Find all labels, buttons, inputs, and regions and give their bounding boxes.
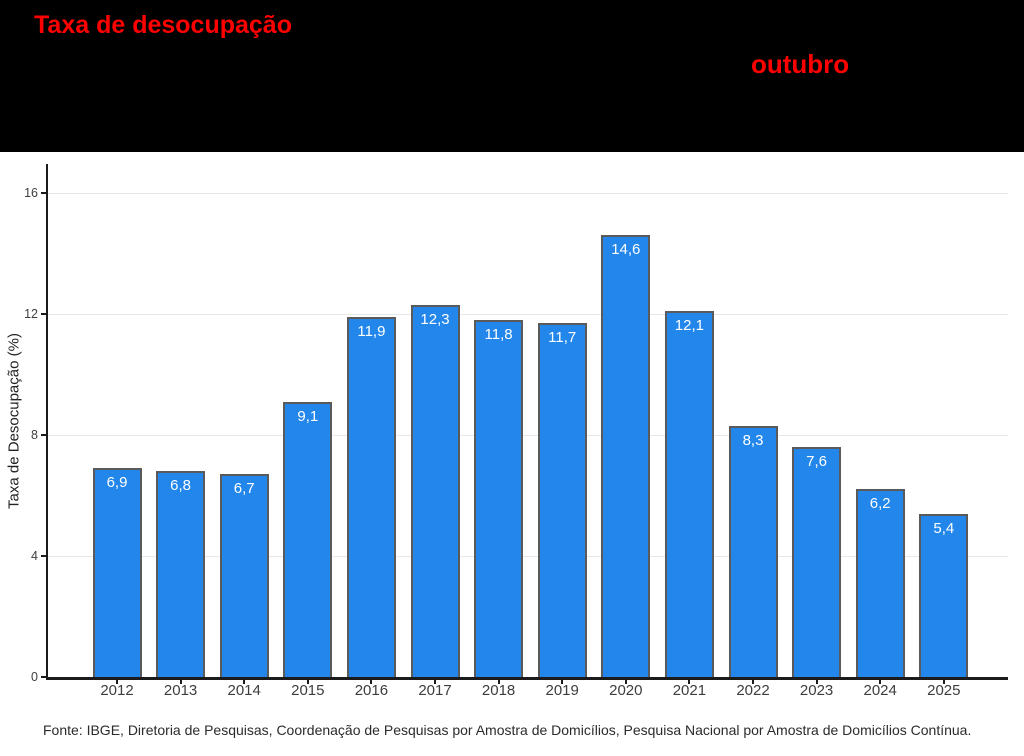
x-tick-2020	[624, 680, 627, 684]
x-tick-label-2021: 2021	[672, 682, 707, 699]
bar-value-label: 9,1	[297, 407, 319, 425]
bar-value-label: 8,3	[742, 431, 764, 449]
x-tick-label-2013: 2013	[163, 682, 198, 699]
x-tick-2025	[942, 680, 945, 684]
header-band: Taxa de desocupação outubro	[0, 0, 1024, 152]
x-tick-2022	[752, 680, 754, 684]
x-tick-label-2023: 2023	[799, 682, 834, 699]
y-tick-4	[41, 555, 46, 557]
y-tick-12	[41, 313, 46, 315]
x-tick-label-2019: 2019	[545, 682, 579, 699]
x-tick-2015	[306, 680, 309, 684]
bar-value-label: 11,8	[484, 326, 513, 344]
gridline-16	[48, 193, 1008, 194]
x-tick-2021	[688, 680, 691, 684]
y-tick-label-16: 16	[24, 186, 38, 200]
x-tick-label-2018: 2018	[481, 682, 516, 699]
y-axis-line	[46, 164, 48, 680]
bar-value-label: 6,2	[869, 495, 891, 513]
gridline-8	[48, 435, 1008, 436]
x-tick-2018	[497, 680, 500, 684]
page-title: Taxa de desocupação	[34, 11, 292, 39]
y-tick-16	[41, 192, 46, 194]
y-tick-label-0: 0	[31, 670, 38, 684]
x-tick-2014	[243, 680, 246, 684]
bar-value-label: 6,8	[170, 477, 192, 495]
bar-2024: 6,2	[855, 489, 905, 677]
x-tick-2023	[815, 680, 818, 684]
y-tick-8	[41, 434, 46, 436]
x-axis-line	[46, 677, 1008, 680]
bar-value-label: 12,3	[420, 310, 450, 328]
bar-2019: 11,7	[537, 323, 587, 677]
y-tick-label-12: 12	[24, 307, 38, 321]
x-tick-2017	[434, 680, 436, 684]
bar-2025: 5,4	[919, 513, 969, 677]
x-tick-2016	[370, 680, 373, 684]
bar-chart: Taxa de Desocupação (%) 0 4 8 12 16 6,9 2012 6,…	[0, 152, 1024, 756]
x-tick-label-2012: 2012	[100, 682, 134, 699]
bar-value-label: 6,9	[106, 474, 128, 492]
bar-2016: 11,9	[346, 317, 396, 677]
bar-2014: 6,7	[219, 474, 269, 677]
x-tick-2024	[879, 680, 882, 684]
bar-value-label: 12,1	[674, 316, 704, 334]
bar-2017: 12,3	[410, 304, 460, 677]
y-axis-title: Taxa de Desocupação (%)	[5, 332, 23, 509]
bar-2023: 7,6	[792, 447, 842, 677]
x-tick-2013	[179, 680, 182, 684]
x-tick-label-2022: 2022	[736, 682, 770, 699]
bar-value-label: 11,7	[548, 329, 577, 347]
bar-2022: 8,3	[728, 425, 778, 677]
y-tick-0	[41, 676, 46, 678]
bar-value-label: 7,6	[806, 453, 828, 471]
gridline-12	[48, 314, 1008, 315]
bar-2020: 14,6	[601, 235, 651, 677]
x-tick-label-2015: 2015	[291, 682, 325, 699]
source-note: Fonte: IBGE, Diretoria de Pesquisas, Coo…	[43, 722, 972, 738]
x-tick-label-2016: 2016	[354, 682, 389, 699]
bar-2018: 11,8	[474, 320, 524, 677]
y-tick-label-4: 4	[31, 549, 38, 563]
bar-value-label: 5,4	[933, 519, 955, 537]
bar-value-label: 14,6	[611, 241, 641, 259]
x-tick-label-2017: 2017	[418, 682, 452, 699]
y-tick-label-8: 8	[31, 428, 38, 442]
x-tick-2019	[561, 680, 564, 684]
x-tick-2012	[116, 680, 118, 684]
bar-2015: 9,1	[283, 401, 333, 677]
bar-value-label: 6,7	[233, 480, 255, 498]
x-tick-label-2024: 2024	[863, 682, 897, 699]
bar-2012: 6,9	[92, 468, 142, 677]
x-tick-label-2025: 2025	[927, 682, 961, 699]
x-tick-label-2020: 2020	[609, 682, 643, 699]
bar-value-label: 11,9	[357, 323, 386, 341]
page-subtitle: outubro	[751, 49, 850, 79]
bar-2013: 6,8	[156, 471, 206, 677]
bar-2021: 12,1	[664, 310, 714, 677]
x-tick-label-2014: 2014	[227, 682, 261, 699]
gridline-4	[48, 556, 1008, 557]
